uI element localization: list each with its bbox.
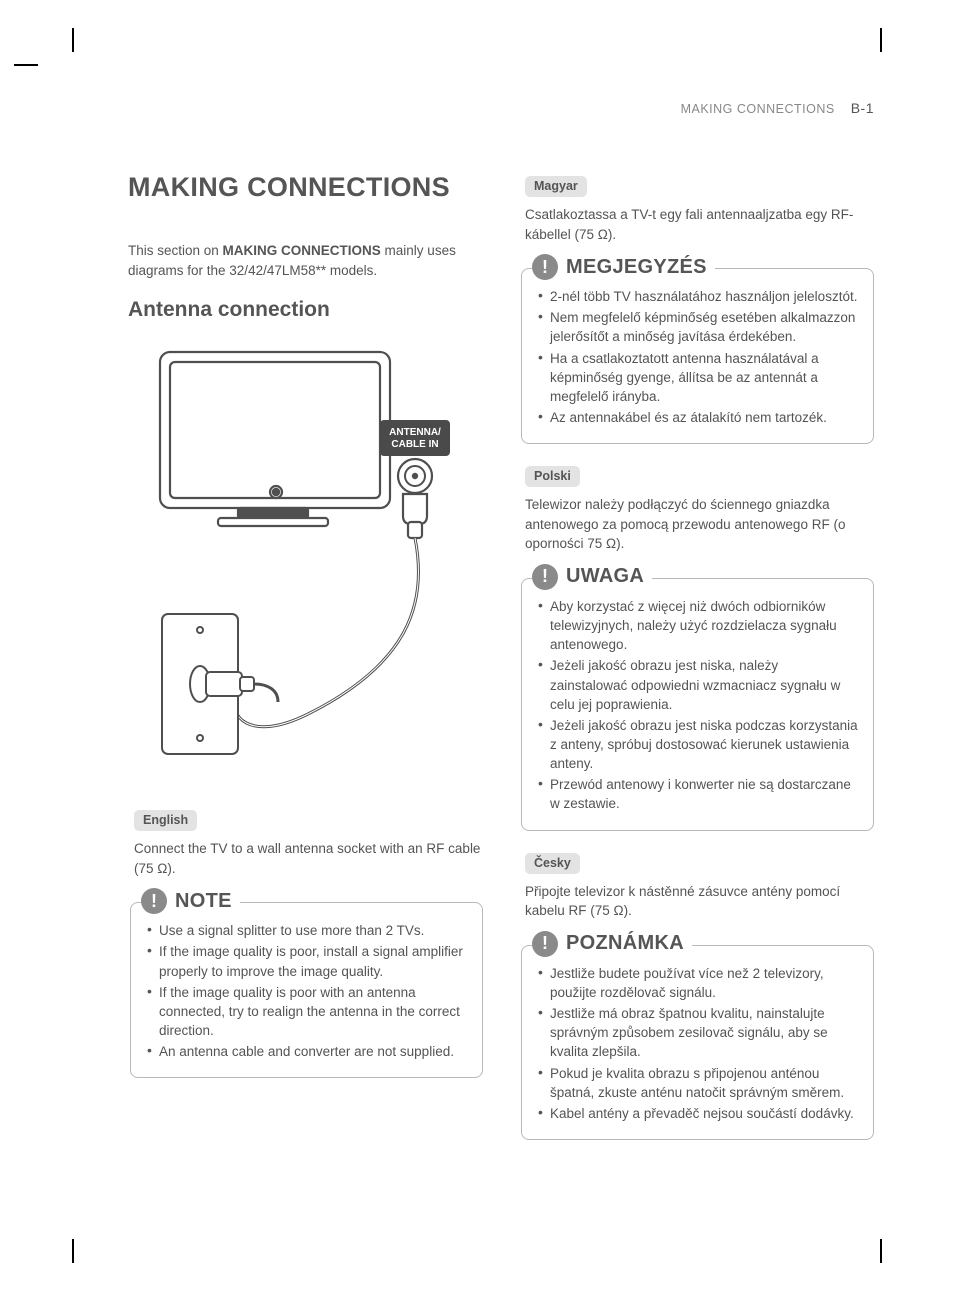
note-icon: !	[532, 564, 558, 590]
note-title-magyar: MEGJEGYZÉS	[566, 256, 707, 279]
note-title-english: NOTE	[175, 890, 232, 913]
note-item: Pokud je kvalita obrazu s připojenou ant…	[536, 1064, 859, 1102]
note-item: If the image quality is poor, install a …	[145, 942, 468, 980]
antenna-diagram: ANTENNA/ CABLE IN	[128, 344, 485, 784]
intro-pre: This section on	[128, 243, 223, 258]
section-cesky: Česky Připojte televizor k nástěnné zásu…	[519, 849, 876, 1140]
section-magyar: Magyar Csatlakoztassa a TV-t egy fali an…	[519, 172, 876, 444]
section-subtitle: Antenna connection	[128, 298, 485, 322]
note-box-english: ! NOTE Use a signal splitter to use more…	[130, 902, 483, 1078]
note-icon: !	[532, 254, 558, 280]
lang-tag-cesky: Česky	[525, 853, 580, 874]
lang-tag-english: English	[134, 810, 197, 831]
note-item: 2-nél több TV használatához használjon j…	[536, 287, 859, 306]
page-title: MAKING CONNECTIONS	[128, 172, 485, 203]
section-polski: Polski Telewizor należy podłączyć do ści…	[519, 462, 876, 830]
note-item: Ha a csatlakoztatott antenna használatáv…	[536, 349, 859, 406]
port-label-1: ANTENNA/	[389, 427, 441, 438]
section-english: English Connect the TV to a wall antenna…	[128, 806, 485, 1078]
crop-mark	[14, 64, 38, 66]
left-column: MAKING CONNECTIONS This section on MAKIN…	[128, 172, 485, 1158]
crop-mark	[880, 1239, 882, 1263]
body-polski: Telewizor należy podłączyć do ściennego …	[525, 495, 876, 554]
note-item: Jeżeli jakość obrazu jest niska, należy …	[536, 656, 859, 713]
note-item: Jeżeli jakość obrazu jest niska podczas …	[536, 716, 859, 773]
note-item: Jestliže má obraz špatnou kvalitu, nains…	[536, 1004, 859, 1061]
port-label-2: CABLE IN	[391, 439, 438, 450]
note-item: Use a signal splitter to use more than 2…	[145, 921, 468, 940]
note-item: Przewód antenowy i konwerter nie są dost…	[536, 775, 859, 813]
note-item: Aby korzystać z więcej niż dwóch odbiorn…	[536, 597, 859, 654]
note-item: Nem megfelelő képminőség esetében alkalm…	[536, 308, 859, 346]
lang-tag-magyar: Magyar	[525, 176, 587, 197]
note-title-polski: UWAGA	[566, 565, 644, 588]
crop-mark	[880, 28, 882, 52]
body-magyar: Csatlakoztassa a TV-t egy fali antennaal…	[525, 205, 876, 244]
note-item: An antenna cable and converter are not s…	[145, 1042, 468, 1061]
page-header: MAKING CONNECTIONS B-1	[128, 100, 876, 116]
header-section-label: MAKING CONNECTIONS	[681, 102, 835, 116]
body-cesky: Připojte televizor k nástěnné zásuvce an…	[525, 882, 876, 921]
lang-tag-polski: Polski	[525, 466, 580, 487]
right-column: Magyar Csatlakoztassa a TV-t egy fali an…	[519, 172, 876, 1158]
note-box-cesky: ! POZNÁMKA Jestliže budete používat více…	[521, 945, 874, 1140]
crop-mark	[72, 28, 74, 52]
note-box-magyar: ! MEGJEGYZÉS 2-nél több TV használatához…	[521, 268, 874, 444]
note-icon: !	[532, 931, 558, 957]
note-box-polski: ! UWAGA Aby korzystać z więcej niż dwóch…	[521, 578, 874, 831]
note-item: If the image quality is poor with an ant…	[145, 983, 468, 1040]
body-english: Connect the TV to a wall antenna socket …	[134, 839, 485, 878]
note-item: Az antennakábel és az átalakító nem tart…	[536, 408, 859, 427]
note-item: Kabel antény a převaděč nejsou součástí …	[536, 1104, 859, 1123]
page-number: B-1	[851, 100, 874, 116]
intro-text: This section on MAKING CONNECTIONS mainl…	[128, 241, 485, 280]
note-icon: !	[141, 888, 167, 914]
crop-mark	[72, 1239, 74, 1263]
note-item: Jestliže budete používat více než 2 tele…	[536, 964, 859, 1002]
intro-bold: MAKING CONNECTIONS	[223, 243, 381, 258]
note-title-cesky: POZNÁMKA	[566, 932, 684, 955]
